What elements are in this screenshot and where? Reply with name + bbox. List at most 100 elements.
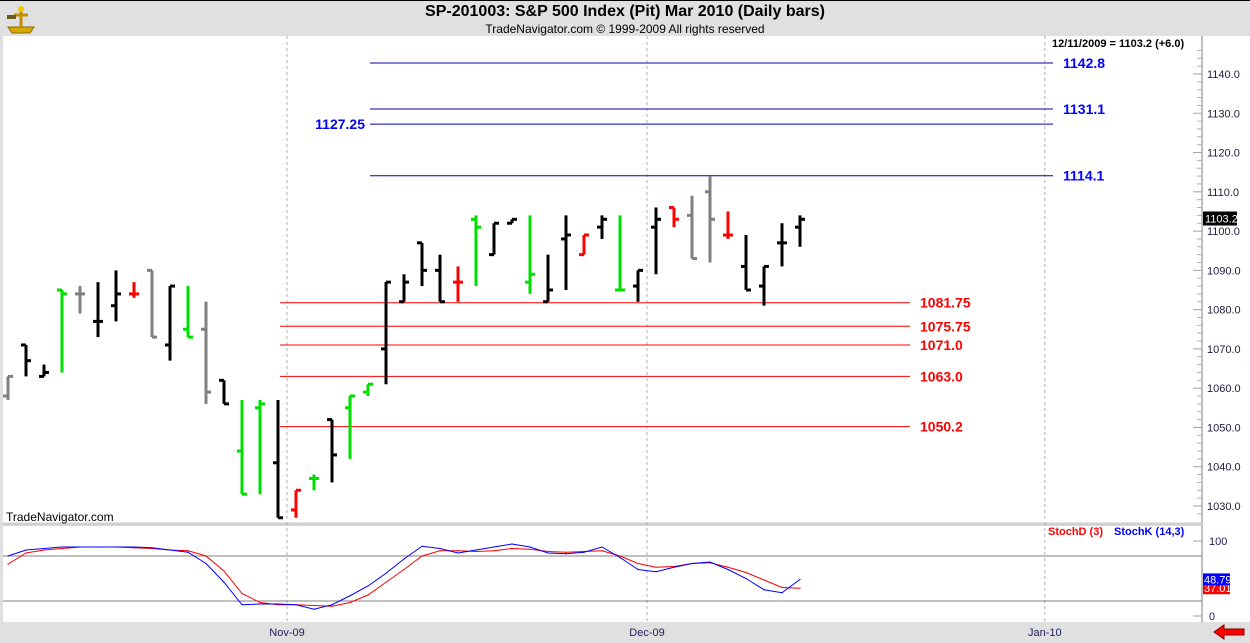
stoch-point [799,587,801,589]
stoch-point [655,571,657,573]
stoch-point [43,549,45,551]
stoch-point [655,566,657,568]
stoch-point [709,561,711,563]
last-bar-readout: 12/11/2009 = 1103.2 (+6.0) [1052,38,1184,50]
stoch-point [457,552,459,554]
stoch-point [529,546,531,548]
scroll-left-arrow-icon[interactable] [1212,624,1246,640]
stoch-point [763,579,765,581]
support-label: 1050.2 [920,419,963,435]
stoch-y-tick-label: 100 [1209,536,1227,548]
stoch-point [727,568,729,571]
stoch-point [205,555,207,557]
legend-stochd: StochD (3) [1048,526,1103,538]
stoch-point [349,595,351,597]
stoch-point [349,601,351,604]
stoch-last-value: 48.79 [1204,574,1232,586]
stoch-point [61,547,63,550]
stoch-point [367,594,369,596]
stoch-point [241,604,243,606]
stoch-point [259,603,261,605]
stoch-point [457,550,459,552]
stoch-point [187,550,189,552]
resistance-label: 1114.1 [1063,168,1104,184]
chart-title: SP-201003: S&P 500 Index (Pit) Mar 2010 … [425,3,825,20]
resistance-label: 1131.1 [1063,101,1105,117]
stoch-point [241,592,243,595]
y-tick-label: 1060.0 [1207,383,1241,395]
stoch-point [439,550,441,552]
stoch-point [691,562,693,565]
y-tick-label: 1130.0 [1207,108,1240,120]
stoch-point [511,547,513,550]
stoch-point [331,604,333,606]
stoch-point [547,550,549,553]
stoch-point [295,604,297,606]
stoch-point [403,568,405,571]
x-tick-label: Jan-10 [1028,627,1062,639]
stoch-point [493,550,495,552]
stoch-point [277,603,279,605]
stoch-point [97,546,99,548]
stoch-point [133,546,135,548]
stoch-point [619,555,621,557]
stoch-point [313,608,315,610]
stoch-point [583,551,585,553]
y-tick-label: 1080.0 [1207,305,1241,317]
stoch-point [727,566,729,568]
stoch-point [601,546,603,548]
stoch-point [259,601,261,604]
stoch-point [43,547,45,550]
stoch-point [25,549,27,551]
stoch-point [151,547,153,549]
stoch-point [565,551,567,553]
stoch-panel [3,526,1202,622]
y-tick-label: 1030.0 [1207,501,1241,513]
price-panel [3,36,1202,523]
stoch-point [781,592,783,594]
stoch-point [547,552,549,554]
y-tick-label: 1040.0 [1207,462,1241,474]
y-tick-label: 1120.0 [1207,148,1240,160]
resistance-label: 1142.8 [1063,55,1105,71]
stoch-point [421,555,423,557]
stoch-point [475,550,477,553]
stoch-point [331,605,333,607]
stoch-point [169,549,171,551]
y-tick-label: 1090.0 [1207,265,1241,277]
legend-stochk: StochK (14,3) [1114,526,1185,538]
stoch-point [745,571,747,574]
stoch-last-value-box [1203,573,1230,586]
stoch-point [403,558,405,560]
y-tick-label: 1100.0 [1207,226,1240,238]
chart-subtitle: TradeNavigator.com © 1999-2009 All right… [485,22,765,36]
support-label: 1071.0 [920,337,963,353]
stoch-last-value: 37.01 [1204,583,1232,595]
stoch-point [439,547,441,550]
stoch-point [781,586,783,589]
stoch-point [223,570,225,572]
y-tick-label: 1050.0 [1207,422,1241,434]
stoch-point [187,551,189,553]
stoch-point [799,578,801,581]
stoch-y-tick-label: 0 [1209,611,1215,623]
y-tick-label: 1140.0 [1207,69,1240,81]
stoch-point [637,568,639,571]
stoch-point [79,546,81,548]
stoch-point [619,556,621,559]
price-axis-panel [1203,36,1250,622]
stoch-point [529,548,531,550]
stoch-point [565,553,567,555]
stoch-point [61,546,63,548]
sextant-logo-icon[interactable] [4,3,38,35]
y-tick-label: 1070.0 [1207,344,1241,356]
x-tick-label: Dec-09 [629,627,664,639]
stoch-point [313,604,315,607]
x-tick-label: Nov-09 [269,627,304,639]
stoch-point [385,581,387,583]
stoch-point [637,562,639,565]
stoch-point [745,577,747,580]
support-label: 1063.0 [920,368,963,384]
support-label: 1081.75 [920,295,971,311]
